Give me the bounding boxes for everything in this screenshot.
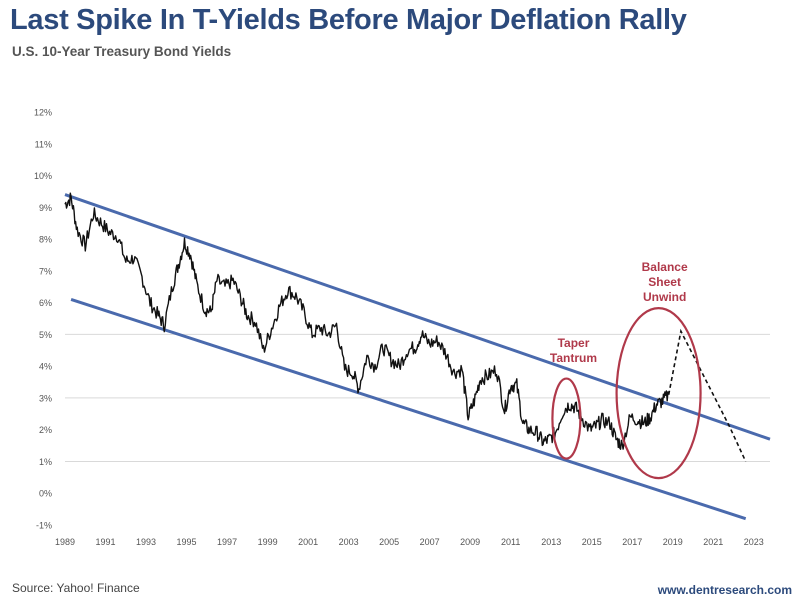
x-tick-label: 1999 — [258, 537, 278, 547]
trend-channel — [64, 193, 771, 521]
y-tick-label: 6% — [39, 298, 52, 308]
x-tick-label: 2001 — [298, 537, 318, 547]
yield-series — [64, 192, 747, 462]
taper-tantrum-label: Taper Tantrum — [550, 336, 597, 365]
y-tick-label: 10% — [34, 171, 52, 181]
x-tick-label: 2003 — [339, 537, 359, 547]
annotations: Taper Tantrum Balance Sheet Unwind — [550, 260, 702, 480]
y-tick-label: 4% — [39, 362, 52, 372]
y-tick-label: 9% — [39, 203, 52, 213]
x-tick-label: 1989 — [55, 537, 75, 547]
x-tick-label: 2007 — [420, 537, 440, 547]
y-tick-label: 0% — [39, 489, 52, 499]
y-axis: -1% 0% 1% 2% 3% 4% 5% 6% 7% 8% 9% 10% 11% 12% — [34, 108, 52, 531]
y-tick-label: 12% — [34, 108, 52, 118]
lower-channel-line — [70, 298, 747, 521]
balance-sheet-unwind-label: Balance Sheet Unwind — [642, 260, 688, 304]
chart-subtitle: U.S. 10-Year Treasury Bond Yields — [12, 44, 232, 59]
upper-channel-line — [64, 193, 771, 441]
x-tick-label: 2023 — [744, 537, 764, 547]
x-tick-label: 2019 — [663, 537, 683, 547]
x-tick-label: 1995 — [177, 537, 197, 547]
chart-title: Last Spike In T-Yields Before Major Defl… — [10, 4, 687, 36]
y-tick-label: -1% — [36, 521, 52, 531]
y-tick-label: 1% — [39, 457, 52, 467]
website-link[interactable]: www.dentresearch.com — [657, 583, 792, 597]
x-tick-label: 2005 — [379, 537, 399, 547]
projection-line — [667, 328, 747, 462]
x-tick-label: 2021 — [703, 537, 723, 547]
x-tick-label: 1993 — [136, 537, 156, 547]
x-tick-label: 2015 — [582, 537, 602, 547]
x-tick-label: 1997 — [217, 537, 237, 547]
y-tick-label: 8% — [39, 235, 52, 245]
y-tick-label: 2% — [39, 425, 52, 435]
x-tick-label: 2009 — [460, 537, 480, 547]
taper-tantrum-ellipse — [551, 377, 582, 460]
taper-tantrum-label-line: Taper — [558, 336, 590, 350]
balance-sheet-unwind-label-line: Unwind — [643, 290, 686, 304]
y-tick-label: 5% — [39, 330, 52, 340]
source-note: Source: Yahoo! Finance — [12, 581, 140, 595]
balance-sheet-unwind-label-line: Balance — [642, 260, 688, 274]
y-tick-label: 3% — [39, 393, 52, 403]
x-tick-label: 2013 — [541, 537, 561, 547]
balance-sheet-unwind-ellipse — [615, 307, 702, 480]
yield-line — [64, 192, 670, 450]
x-tick-label: 1991 — [96, 537, 116, 547]
x-tick-label: 2011 — [501, 537, 520, 547]
y-tick-label: 11% — [35, 139, 52, 149]
x-axis: 1989 1991 1993 1995 1997 1999 2001 2003 2005 2007… — [55, 537, 764, 547]
x-tick-label: 2017 — [622, 537, 642, 547]
y-tick-label: 7% — [39, 266, 52, 276]
balance-sheet-unwind-label-line: Sheet — [648, 275, 681, 289]
taper-tantrum-label-line: Tantrum — [550, 351, 597, 365]
